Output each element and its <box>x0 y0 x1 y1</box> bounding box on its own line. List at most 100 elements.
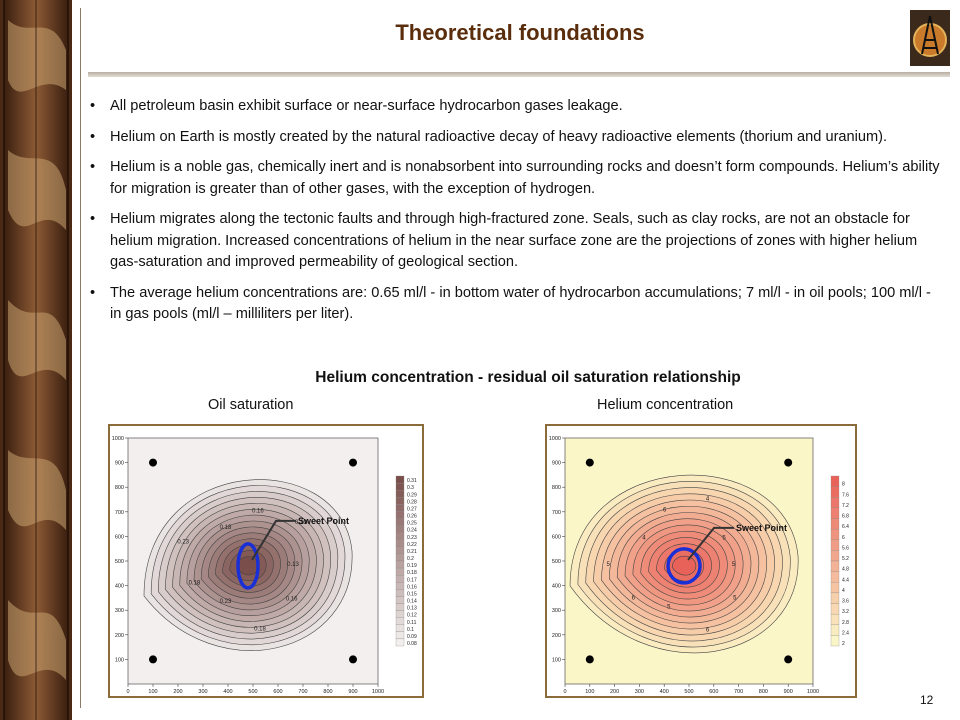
x-tick-label: 500 <box>684 689 693 695</box>
sweet-point-arrow <box>687 526 735 561</box>
y-tick-label: 1000 <box>112 436 124 442</box>
scale-swatch <box>395 518 405 526</box>
well-dot <box>149 655 157 664</box>
x-tick-label: 900 <box>348 689 357 695</box>
title-underline <box>88 72 950 77</box>
scale-label: 4 <box>842 588 845 594</box>
scale-swatch <box>395 589 405 597</box>
scale-label: 0.12 <box>407 613 417 619</box>
contour-label: 5 <box>606 562 610 568</box>
scale-label: 0.23 <box>407 535 417 541</box>
scale-swatch <box>395 617 405 625</box>
scale-label: 0.28 <box>407 499 417 505</box>
scale-swatch <box>395 610 405 618</box>
sweet-point-arrow <box>251 519 296 561</box>
scale-swatch <box>395 560 405 569</box>
scale-swatch <box>395 482 405 491</box>
contour-label: 0.23 <box>177 540 189 546</box>
y-tick-label: 400 <box>115 584 124 590</box>
contour-label: 0.13 <box>287 562 299 568</box>
scale-label: 0.31 <box>407 478 417 484</box>
page-number: 12 <box>920 693 934 707</box>
section-heading: Helium concentration - residual oil satu… <box>315 369 741 386</box>
scale-swatch <box>395 504 405 512</box>
scale-swatch <box>395 575 405 583</box>
x-tick-label: 0 <box>563 689 566 695</box>
scale-swatch <box>395 567 405 576</box>
contour-label: 0.16 <box>252 509 264 515</box>
sweet-point-label: Sweet Point <box>736 523 787 533</box>
well-dot <box>585 655 594 664</box>
y-tick-label: 700 <box>552 510 561 516</box>
scale-swatch <box>830 560 840 572</box>
y-tick-label: 600 <box>115 534 124 540</box>
scale-swatch <box>830 635 840 647</box>
bullet-item: The average helium concentrations are: 0… <box>90 283 946 326</box>
scale-label: 0.19 <box>407 563 417 569</box>
well-dot <box>349 655 357 664</box>
helium-concentration-caption: Helium concentration <box>597 397 734 413</box>
scale-swatch <box>395 631 405 640</box>
x-tick-label: 800 <box>759 689 768 695</box>
scale-label: 0.26 <box>407 514 417 520</box>
scale-label: 3.6 <box>842 599 849 605</box>
scale-swatch <box>395 490 405 498</box>
x-tick-label: 100 <box>585 689 594 695</box>
scale-swatch <box>830 475 840 487</box>
scale-label: 7.6 <box>842 492 849 498</box>
contour-label: 5 <box>722 535 726 541</box>
contour-label: 5 <box>732 562 736 568</box>
scale-swatch <box>395 525 405 533</box>
scale-swatch <box>395 596 405 604</box>
scale-label: 0.16 <box>407 584 417 590</box>
scale-swatch <box>830 550 840 562</box>
x-tick-label: 200 <box>173 689 182 695</box>
scale-label: 0.21 <box>407 549 417 555</box>
x-tick-label: 300 <box>198 689 207 695</box>
oil-saturation-map: 0.13 0.16 0.18 0.23 0.18 0.23 0.18 0.16 0.13 0 100… <box>108 424 424 698</box>
y-tick-label: 400 <box>552 584 561 590</box>
scale-swatch <box>830 539 840 551</box>
y-tick-label: 900 <box>115 461 124 467</box>
scale-label: 4.4 <box>842 577 849 583</box>
scale-swatch <box>395 539 405 547</box>
y-tick-label: 300 <box>115 608 124 614</box>
scale-label: 0.08 <box>407 641 417 647</box>
scale-label: 8 <box>842 482 845 488</box>
scale-label: 0.11 <box>407 620 417 626</box>
well-dot <box>149 458 157 467</box>
scale-label: 0.15 <box>407 591 417 597</box>
well-dot <box>784 655 793 664</box>
scale-label: 0.3 <box>407 485 414 491</box>
contour-label: 0.16 <box>286 597 298 603</box>
vertical-divider <box>80 8 81 708</box>
scale-label: 6.8 <box>842 514 849 520</box>
scale-swatch <box>830 571 840 583</box>
scale-swatch <box>395 511 405 519</box>
x-tick-label: 1000 <box>372 689 384 695</box>
well-dot <box>349 458 357 467</box>
scale-swatch <box>830 497 840 509</box>
x-tick-label: 700 <box>734 689 743 695</box>
oil-rig-logo <box>910 10 950 66</box>
decorative-sidebar <box>0 0 72 720</box>
x-tick-label: 900 <box>784 689 793 695</box>
scale-label: 0.2 <box>407 556 414 562</box>
contour-label: 0.18 <box>254 626 266 632</box>
scale-swatch <box>395 553 405 562</box>
contour-label: 0.23 <box>220 599 232 605</box>
x-tick-label: 500 <box>248 689 257 695</box>
scale-swatch <box>395 638 405 647</box>
scale-label: 0.29 <box>407 492 417 498</box>
x-tick-label: 400 <box>660 689 669 695</box>
y-tick-label: 300 <box>552 608 561 614</box>
scale-label: 5.2 <box>842 556 849 562</box>
oil-saturation-caption: Oil saturation <box>208 397 294 413</box>
scale-label: 6.4 <box>842 524 849 530</box>
contour-label: 0.18 <box>189 580 201 586</box>
x-tick-label: 400 <box>223 689 232 695</box>
contour-band <box>671 555 697 576</box>
scale-label: 3.2 <box>842 609 849 615</box>
scale-swatch <box>395 546 405 555</box>
scale-swatch <box>395 497 405 505</box>
